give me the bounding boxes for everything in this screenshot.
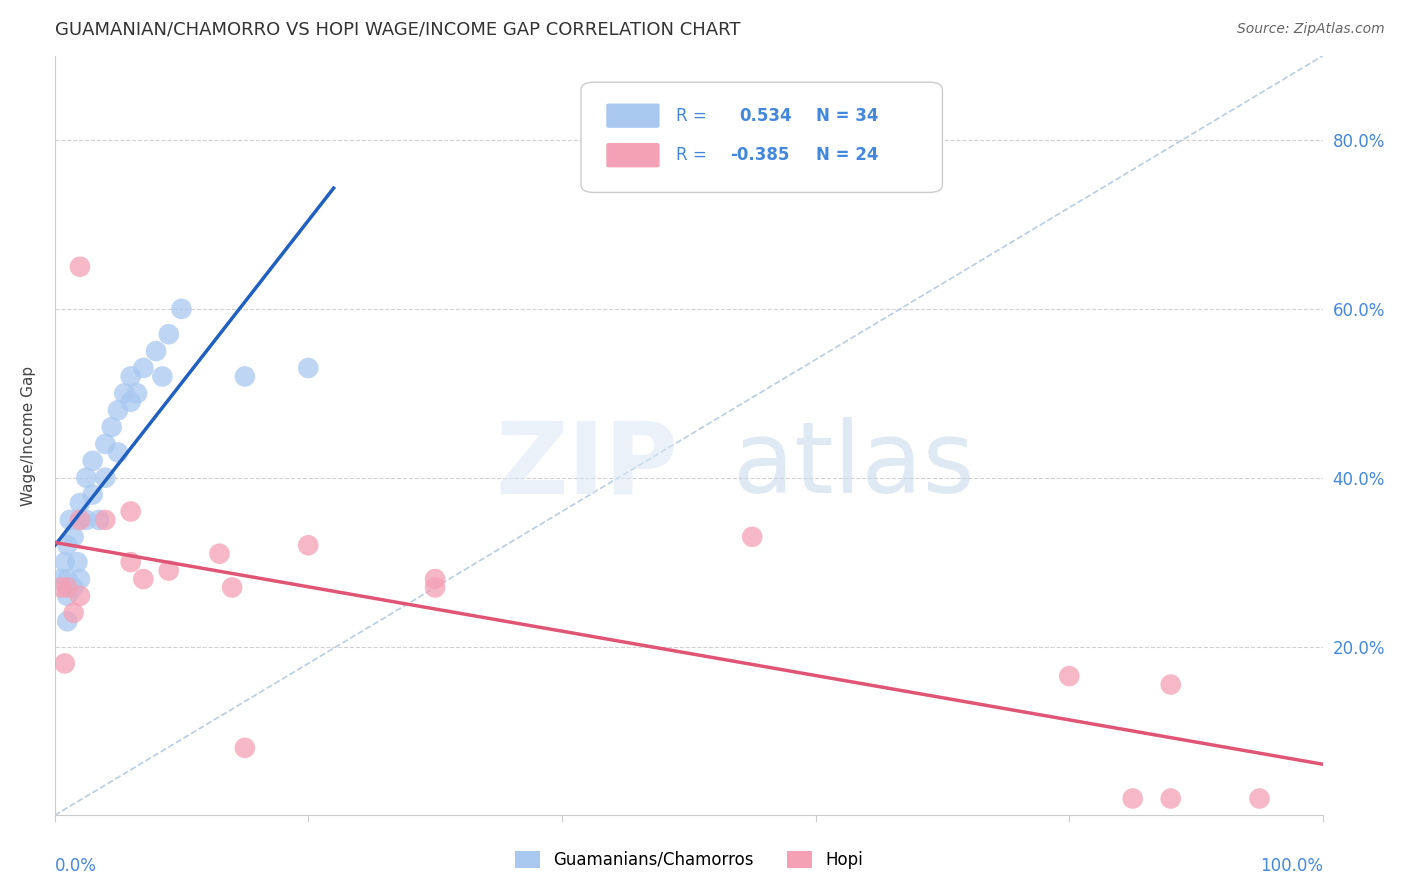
Point xyxy=(53,657,76,671)
Point xyxy=(56,572,79,586)
Point xyxy=(120,504,142,518)
Point xyxy=(100,420,122,434)
Text: N = 24: N = 24 xyxy=(815,146,879,164)
Point xyxy=(152,369,174,384)
Text: 0.0%: 0.0% xyxy=(55,857,97,875)
Point xyxy=(69,572,91,586)
Point xyxy=(107,403,129,417)
Point xyxy=(157,327,180,342)
Point xyxy=(49,581,72,595)
Text: R =: R = xyxy=(676,146,707,164)
Point xyxy=(56,538,79,552)
Point xyxy=(69,513,91,527)
Point xyxy=(120,394,142,409)
FancyBboxPatch shape xyxy=(606,143,659,168)
Point xyxy=(69,496,91,510)
Point xyxy=(1160,677,1182,691)
Point xyxy=(56,581,79,595)
Point xyxy=(1160,791,1182,805)
Point xyxy=(87,513,110,527)
Point xyxy=(66,555,89,569)
Point xyxy=(120,369,142,384)
Text: -0.385: -0.385 xyxy=(731,146,790,164)
Point xyxy=(49,572,72,586)
Point xyxy=(56,614,79,628)
Point xyxy=(69,589,91,603)
Point xyxy=(221,581,243,595)
Text: atlas: atlas xyxy=(733,417,974,515)
Point xyxy=(107,445,129,459)
Point xyxy=(75,471,97,485)
FancyBboxPatch shape xyxy=(581,82,942,193)
Point xyxy=(94,471,117,485)
Point xyxy=(132,572,155,586)
Legend: Guamanians/Chamorros, Hopi: Guamanians/Chamorros, Hopi xyxy=(508,844,869,875)
Point xyxy=(233,369,256,384)
Point xyxy=(82,488,104,502)
Point xyxy=(56,589,79,603)
Point xyxy=(297,538,319,552)
Point xyxy=(59,513,82,527)
Point xyxy=(53,555,76,569)
FancyBboxPatch shape xyxy=(606,103,659,128)
Point xyxy=(1249,791,1271,805)
Text: R =: R = xyxy=(676,107,707,125)
Point xyxy=(170,301,193,316)
Text: Source: ZipAtlas.com: Source: ZipAtlas.com xyxy=(1237,22,1385,37)
Point xyxy=(208,547,231,561)
Text: N = 34: N = 34 xyxy=(815,107,879,125)
Text: 0.534: 0.534 xyxy=(740,107,792,125)
Point xyxy=(112,386,135,401)
Point xyxy=(145,344,167,359)
Point xyxy=(1122,791,1144,805)
Point xyxy=(1059,669,1081,683)
Point xyxy=(132,361,155,376)
Point xyxy=(94,513,117,527)
Y-axis label: Wage/Income Gap: Wage/Income Gap xyxy=(21,366,35,506)
Text: GUAMANIAN/CHAMORRO VS HOPI WAGE/INCOME GAP CORRELATION CHART: GUAMANIAN/CHAMORRO VS HOPI WAGE/INCOME G… xyxy=(55,21,740,39)
Point xyxy=(741,530,763,544)
Point xyxy=(157,564,180,578)
Point xyxy=(62,606,84,620)
Text: ZIP: ZIP xyxy=(496,417,679,515)
Point xyxy=(423,581,446,595)
Text: 100.0%: 100.0% xyxy=(1260,857,1323,875)
Point xyxy=(82,454,104,468)
Point xyxy=(75,513,97,527)
Point xyxy=(94,437,117,451)
Point xyxy=(233,740,256,755)
Point xyxy=(120,555,142,569)
Point xyxy=(69,260,91,274)
Point xyxy=(62,581,84,595)
Point xyxy=(423,572,446,586)
Point xyxy=(125,386,148,401)
Point xyxy=(69,513,91,527)
Point xyxy=(297,361,319,376)
Point xyxy=(62,530,84,544)
